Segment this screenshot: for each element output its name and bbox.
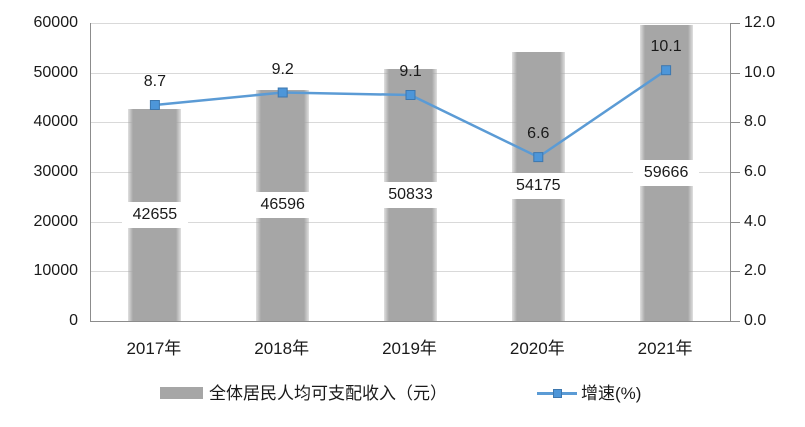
- legend-bar-label: 全体居民人均可支配收入（元）: [209, 384, 447, 403]
- line-marker-icon: [661, 65, 672, 76]
- y-axis-label-right: 8.0: [744, 113, 767, 131]
- x-axis-label: 2021年: [637, 339, 693, 358]
- growth-line: [154, 69, 667, 159]
- y-axis-label-right: 2.0: [744, 262, 767, 280]
- x-axis-label: 2019年: [382, 339, 437, 358]
- axis-tick: [731, 321, 740, 322]
- axis-tick: [731, 23, 740, 24]
- line-marker-icon: [277, 87, 288, 98]
- y-axis-label-left: 50000: [33, 63, 79, 81]
- plot-area: 42655 46596 50833 54175 59666 8.7 9.2 9.1 6.6 10…: [90, 23, 731, 322]
- growth-line-chart: [149, 65, 672, 163]
- line-marker-icon: [405, 90, 416, 100]
- line-value-label: 9.2: [271, 60, 294, 78]
- y-axis-label-left: 40000: [33, 113, 79, 131]
- axis-tick: [731, 122, 740, 124]
- legend-bar-swatch-icon: [160, 387, 203, 399]
- axis-tick: [731, 271, 740, 273]
- line-value-label: 10.1: [650, 38, 682, 56]
- bar-value-label: 50833: [377, 181, 444, 208]
- y-axis-label-left: 60000: [33, 14, 79, 31]
- y-axis-label-right: 0.0: [744, 312, 767, 329]
- axis-tick: [731, 72, 740, 74]
- bar-value-label: 42655: [121, 202, 188, 229]
- line-value-label: 9.1: [399, 63, 422, 81]
- y-axis-label-left: 30000: [33, 163, 79, 180]
- line-value-label: 6.6: [527, 125, 550, 143]
- y-axis-label-right: 10.0: [744, 63, 776, 81]
- bar-value-label: 46596: [249, 192, 316, 219]
- y-axis-label-right: 4.0: [744, 212, 767, 230]
- y-axis-label-right: 12.0: [744, 14, 776, 31]
- bar-value-label: 54175: [505, 173, 572, 200]
- bar-value-label: 59666: [633, 159, 700, 186]
- y-axis-label-left: 10000: [33, 262, 79, 280]
- legend-line-label: 增速(%): [581, 384, 642, 403]
- x-axis-label: 2020年: [509, 339, 565, 358]
- gridline: [91, 23, 730, 24]
- x-axis-label: 2017年: [126, 339, 182, 358]
- y-axis-label-left: 0: [69, 312, 78, 329]
- y-axis-label-right: 6.0: [744, 163, 767, 180]
- legend-line-marker-icon: [553, 389, 562, 398]
- axis-tick: [731, 172, 740, 173]
- x-axis-label: 2018年: [254, 339, 310, 358]
- line-marker-icon: [533, 152, 544, 163]
- y-axis-label-left: 20000: [33, 212, 79, 230]
- axis-tick: [731, 221, 740, 223]
- line-marker-icon: [149, 100, 160, 110]
- line-value-label: 8.7: [143, 72, 167, 90]
